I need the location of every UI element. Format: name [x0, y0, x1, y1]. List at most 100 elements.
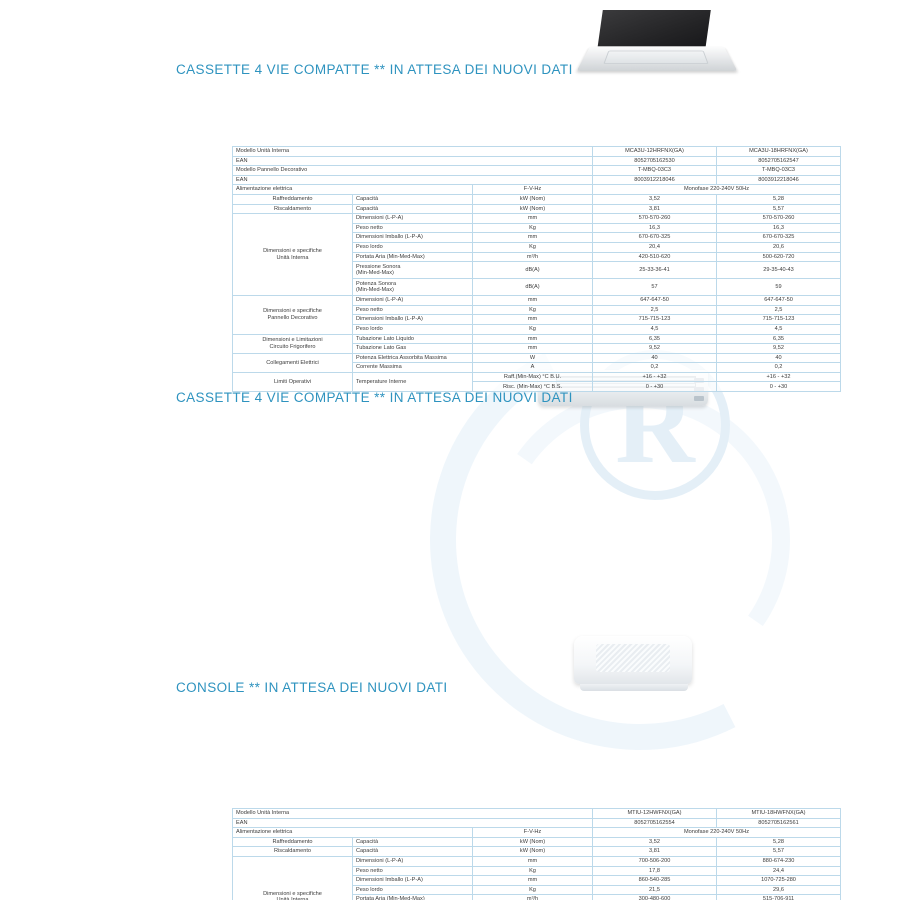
dimensioni-value-0: 570-570-260 [592, 213, 717, 224]
peso_lordo-value-0: 4,5 [592, 323, 717, 335]
tubazione_liquido-value-1: 6,35 [716, 333, 841, 345]
table-row-peso_lordo: Peso lordo Kg 4,5 4,5 [233, 323, 841, 335]
riscaldamento-capacity-value-1: 5,57 [716, 846, 841, 857]
table-row-peso_netto: Peso netto Kg 17,8 24,4 [233, 865, 841, 877]
limiti-0-value-0: +16 - +32 [592, 371, 717, 383]
section-title-console: CONSOLE ** IN ATTESA DEI NUOVI DATI [0, 680, 900, 695]
label-dimensioni: Dimensioni (L-P-A) [352, 295, 473, 306]
table-row-raffreddamento: Raffreddamento Capacità kW (Nom) 3,52 5,28 [232, 836, 841, 848]
table-row-potenza_sonora: Potenza Sonora (Min-Med-Max) dB(A) 57 59 [233, 278, 841, 297]
label-pressione_sonora: Pressione Sonora (Min-Med-Max) [352, 261, 473, 280]
peso_netto-value-0: 17,8 [592, 865, 717, 877]
table-row-alimentazione: Alimentazione elettrica F-V-Hz Monofase 22… [232, 184, 841, 195]
label-capacita: Capacità [352, 193, 473, 205]
label-riscaldamento: Riscaldamento [232, 846, 353, 857]
table-row-ean: EAN 8052705162554 8052705162561 [232, 817, 841, 829]
dimensioni-value-0: 700-506-200 [592, 855, 717, 867]
label-capacita: Capacità [352, 203, 473, 215]
peso_netto-value-1: 2,5 [716, 304, 841, 316]
pressione_sonora-value-0: 25-33-36-41 [592, 261, 717, 280]
model-value-0: MCA3U-12HRFNX(GA) [592, 146, 717, 157]
alimentazione-value: Monofase 220-240V 50Hz [592, 184, 841, 195]
portata_aria-value-0: 420-510-620 [592, 251, 717, 263]
unit-dba: dB(A) [472, 278, 593, 297]
table-row-raffreddamento: Raffreddamento Capacità kW (Nom) 3,52 5,28 [232, 193, 841, 205]
unit-mm: mm [472, 333, 593, 345]
table-row-tubazione_liquido: Dimensioni e Limitazioni Circuito Frigori… [232, 333, 841, 354]
table-row-corrente_massima: Corrente Massima A 0,2 0,2 [233, 362, 841, 373]
riscaldamento-capacity-value-0: 3,81 [592, 203, 717, 215]
console-vent [580, 684, 688, 691]
label-alimentazione: Alimentazione elettrica [232, 827, 473, 838]
model-value-1: MCA3U-18HRFNX(GA) [716, 146, 841, 157]
tubazione_gas-value-0: 9,52 [592, 343, 717, 354]
label-capacita: Capacità [352, 846, 473, 857]
section-title-canalizzabili: CASSETTE 4 VIE COMPATTE ** IN ATTESA DEI… [0, 390, 900, 405]
peso_netto-value-0: 2,5 [592, 304, 717, 316]
unit-kg: Kg [472, 304, 593, 316]
label-tubazione_liquido: Tubazione Lato Liquido [352, 333, 473, 345]
peso_lordo-value-0: 20,4 [592, 241, 717, 253]
unit-dba: dB(A) [472, 261, 593, 280]
dimensioni_imballo-value-0: 670-670-325 [592, 232, 717, 243]
riscaldamento-capacity-value-0: 3,81 [592, 846, 717, 857]
label-dimensioni_imballo: Dimensioni Imballo (L-P-A) [352, 314, 473, 325]
peso_netto-value-0: 16,3 [592, 222, 717, 234]
unit-m3h: m³/h [472, 894, 593, 900]
table-row-portata_aria: Portata Aria (Min-Med-Max) m³/h 300-480-60… [233, 894, 841, 900]
table-row-model: Modello Unità Interna MCA3U-12HRFNX(GA) MC… [232, 146, 841, 157]
dimensioni-value-1: 570-570-260 [716, 213, 841, 224]
unit-fvhz: F-V-Hz [472, 184, 593, 195]
section-title-note: ** IN ATTESA DEI NUOVI DATI [369, 62, 573, 77]
table-row-portata_aria: Portata Aria (Min-Med-Max) m³/h 420-510-62… [233, 251, 841, 263]
group-label-collegamenti-elettrici: Collegamenti Elettrici [232, 352, 353, 373]
unit-a: A [472, 362, 593, 373]
unit-kg: Kg [472, 884, 593, 896]
unit-kg: Kg [472, 323, 593, 335]
table-row-alimentazione: Alimentazione elettrica F-V-Hz Monofase 22… [232, 827, 841, 838]
corrente_massima-value-1: 0,2 [716, 362, 841, 373]
dimensioni_imballo-value-1: 670-670-325 [716, 232, 841, 243]
corrente_massima-value-0: 0,2 [592, 362, 717, 373]
unit-mm: mm [472, 855, 593, 867]
label-alimentazione: Alimentazione elettrica [232, 184, 473, 195]
table-row-tubazione_gas: Tubazione Lato Gas mm 9,52 9,52 [233, 343, 841, 354]
console-body [574, 636, 692, 684]
label-dimensioni: Dimensioni (L-P-A) [352, 213, 473, 224]
label-riscaldamento: Riscaldamento [232, 203, 353, 215]
section-title-text: CASSETTE 4 VIE COMPATTE [176, 62, 370, 77]
unit-mm: mm [472, 875, 593, 886]
tubazione_gas-value-1: 9,52 [716, 343, 841, 354]
label-peso_lordo: Peso lordo [352, 884, 473, 896]
spec-table-canalizzabili: Modello Unità Interna MTIU-12HWFNX(GA) MTI… [232, 808, 841, 900]
label-ean: EAN [232, 817, 593, 829]
unit-kg: Kg [472, 865, 593, 877]
label-modello-unita-interna: Modello Unità Interna [232, 808, 593, 819]
label-panel-ean: EAN [232, 174, 593, 186]
table-row-panel-ean: EAN 8003912218046 8003912218046 [232, 174, 841, 186]
label-modello-pannello: Modello Pannello Decorativo [232, 165, 593, 176]
section-title-note: ** IN ATTESA DEI NUOVI DATI [244, 680, 448, 695]
peso_lordo-value-1: 20,6 [716, 241, 841, 253]
section-console: CONSOLE ** IN ATTESA DEI NUOVI DATIModel… [0, 680, 900, 695]
unit-mm: mm [472, 343, 593, 354]
console-unit-photo [570, 634, 700, 696]
section-title-text: CONSOLE [176, 680, 245, 695]
potenza_sonora-value-0: 57 [592, 278, 717, 297]
peso_netto-value-1: 16,3 [716, 222, 841, 234]
ean-value-0: 8052705162554 [592, 817, 717, 829]
label-tubazione_gas: Tubazione Lato Gas [352, 343, 473, 354]
label-capacita: Capacità [352, 836, 473, 848]
table-row-panel-model: Modello Pannello Decorativo T-MBQ-03C3 T-M… [232, 165, 841, 176]
portata_aria-value-1: 515-706-911 [716, 894, 841, 900]
section-title-cassette-compatte: CASSETTE 4 VIE COMPATTE ** IN ATTESA DEI… [0, 62, 900, 77]
table-row-ean: EAN 8052705162530 8052705162547 [232, 155, 841, 167]
label-raffreddamento: Raffreddamento [232, 836, 353, 848]
model-value-1: MTIU-18HWFNX(GA) [716, 808, 841, 819]
unit-fvhz: F-V-Hz [472, 827, 593, 838]
unit-kg: Kg [472, 222, 593, 234]
